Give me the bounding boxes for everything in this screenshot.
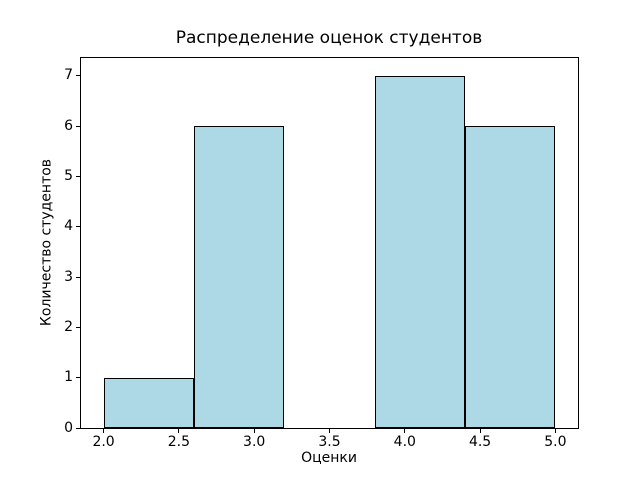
x-tick-label: 4.0 [393, 434, 416, 450]
x-tick-mark [404, 429, 406, 433]
x-tick-mark [253, 429, 255, 433]
y-tick-mark [76, 377, 80, 379]
x-tick-mark [178, 429, 180, 433]
y-tick-label: 0 [64, 419, 73, 436]
x-tick-label: 3.5 [318, 434, 341, 450]
y-tick-label: 3 [64, 268, 73, 285]
x-axis-label: Оценки [301, 450, 357, 466]
x-tick-label: 3.0 [243, 434, 266, 450]
y-tick-mark [76, 75, 80, 77]
y-tick-mark [76, 276, 80, 278]
x-tick-mark [479, 429, 481, 433]
x-tick-label: 2.0 [92, 434, 115, 450]
y-tick-mark [76, 125, 80, 127]
histogram-bar [194, 126, 285, 428]
x-tick-label: 4.5 [468, 434, 492, 450]
histogram-bar [103, 377, 194, 428]
y-tick-mark [76, 427, 80, 429]
y-tick-label: 5 [64, 167, 73, 184]
y-tick-label: 4 [64, 218, 73, 235]
x-tick-label: 2.5 [167, 434, 191, 450]
histogram-bar [374, 75, 466, 428]
x-tick-label: 5.0 [544, 434, 567, 450]
y-tick-label: 1 [64, 369, 73, 386]
y-tick-label: 2 [64, 318, 73, 335]
y-tick-label: 7 [64, 67, 73, 84]
y-tick-label: 6 [64, 117, 73, 134]
x-tick-mark [329, 429, 330, 433]
y-tick-mark [76, 226, 80, 228]
x-tick-mark [554, 429, 556, 433]
y-axis-label: Количество студентов [38, 158, 55, 327]
x-tick-mark [103, 429, 105, 433]
histogram-bar [465, 126, 556, 428]
y-tick-mark [76, 175, 80, 177]
chart-title: Распределение оценок студентов [175, 28, 483, 48]
y-tick-mark [76, 326, 80, 328]
plot-area: 2.0 2.5 3.0 3.5 4.0 4.5 5.0 0 1 2 3 4 5 6 7 [64, 57, 579, 450]
